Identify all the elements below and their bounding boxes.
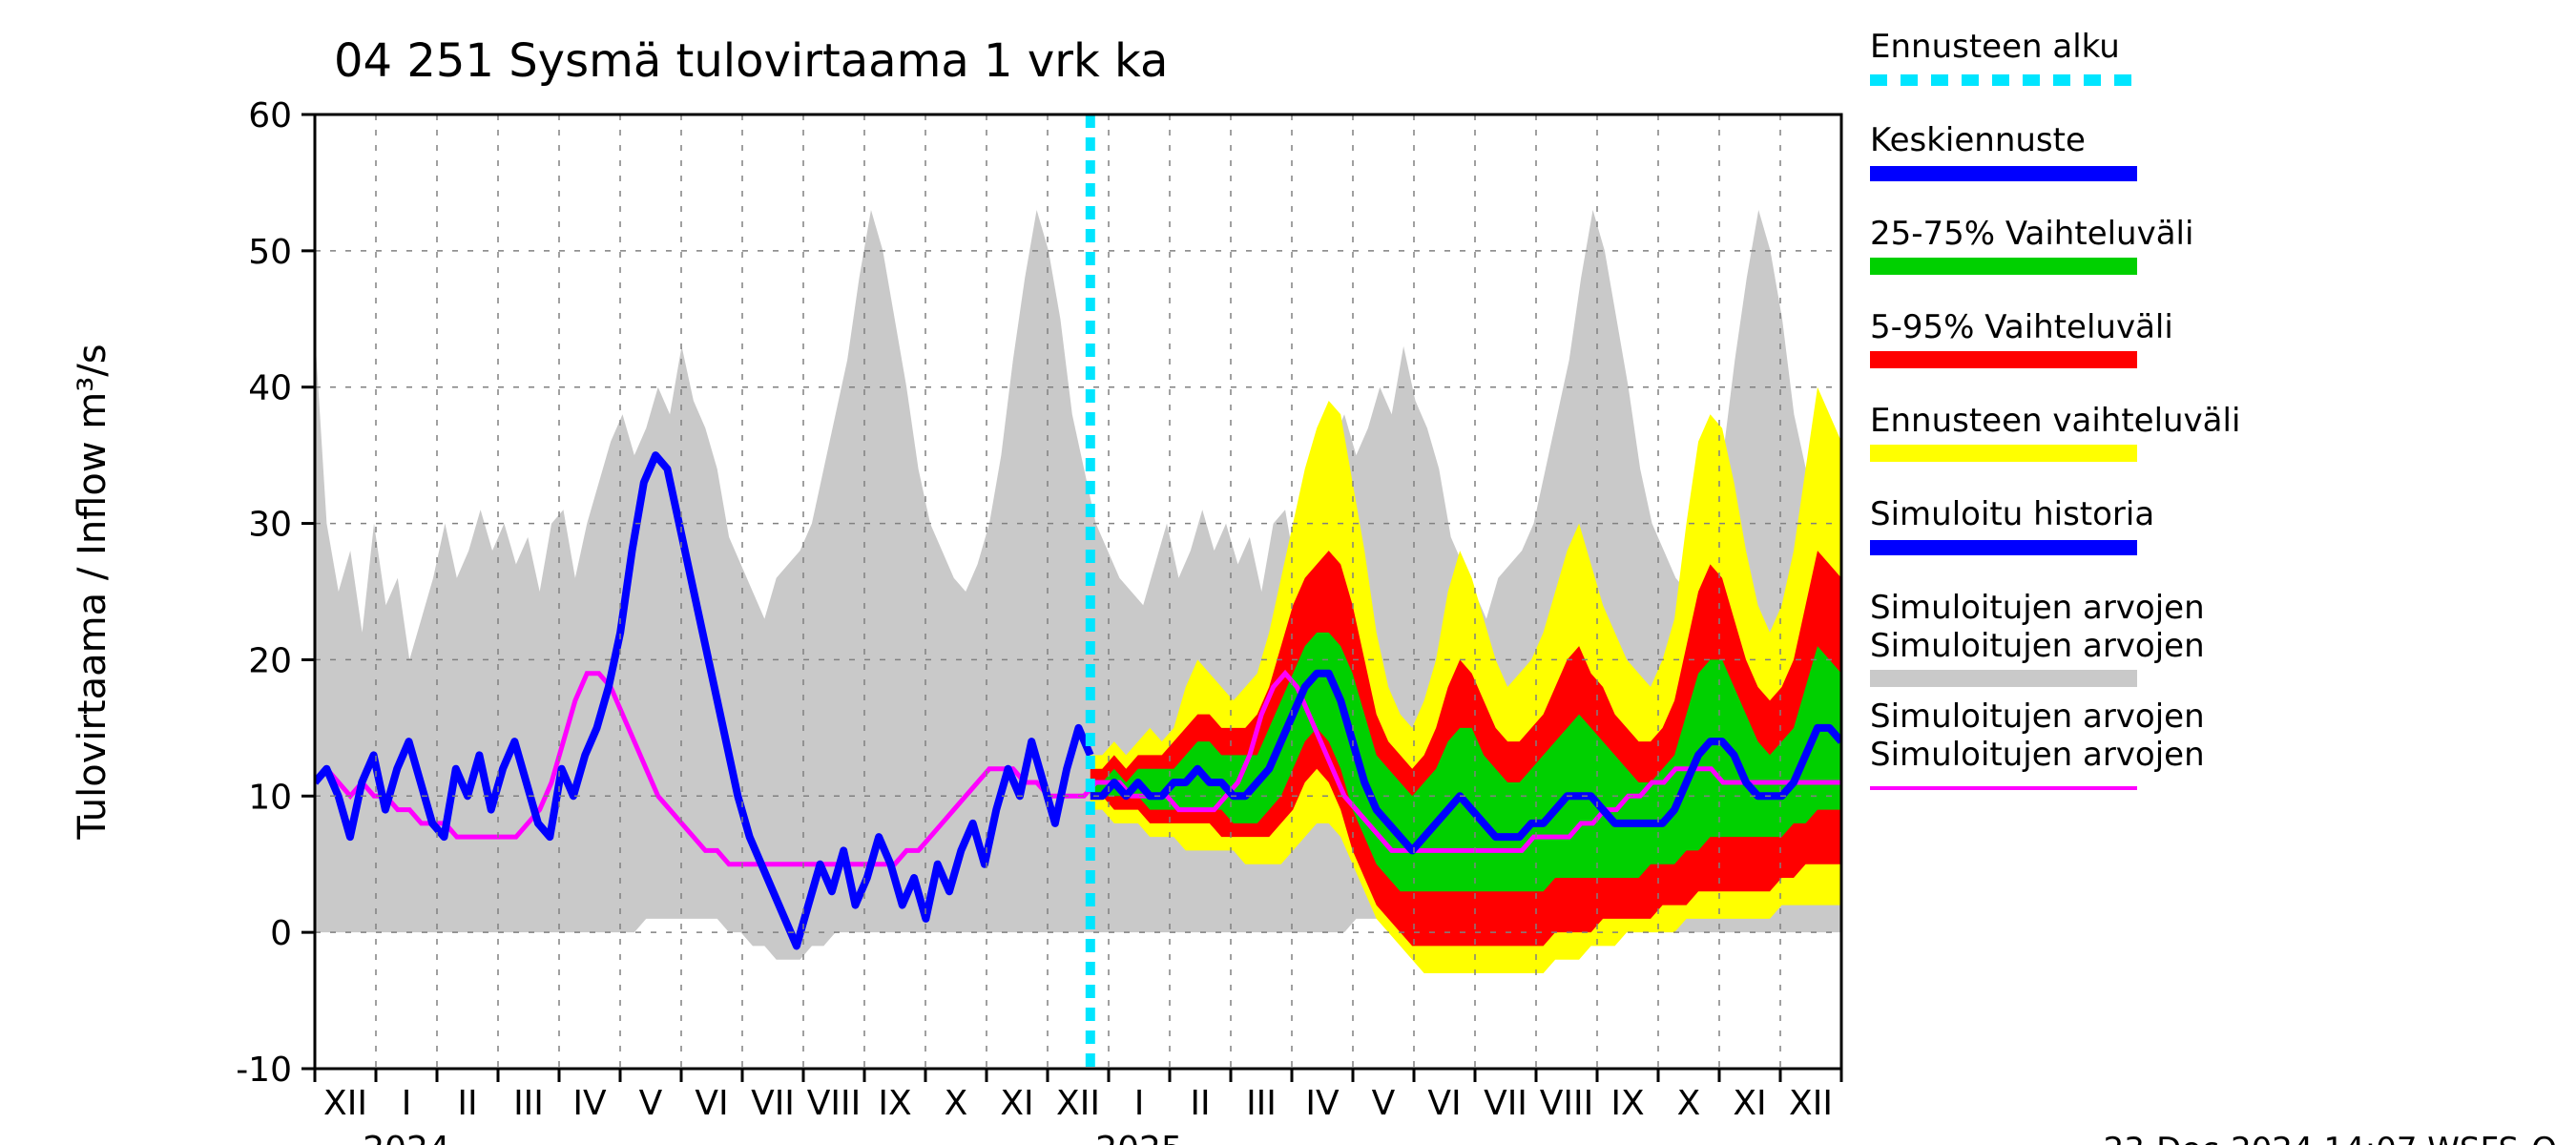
x-month-label: XII (1789, 1084, 1833, 1123)
x-month-label: VIII (807, 1084, 861, 1123)
x-month-label: I (1134, 1084, 1145, 1123)
y-tick-label: -10 (236, 1051, 292, 1090)
y-tick-label: 30 (248, 506, 292, 545)
legend-label: Simuloitujen arvojen (1870, 627, 2205, 665)
x-year-label: 2025 (1095, 1130, 1183, 1145)
x-month-label: VI (1427, 1084, 1461, 1123)
legend-label: Simuloitu historia (1870, 495, 2154, 533)
legend-label: 25-75% Vaihteluväli (1870, 215, 2193, 253)
legend-label: 5-95% Vaihteluväli (1870, 308, 2173, 346)
x-month-label: X (945, 1084, 968, 1123)
x-month-label: XI (1733, 1084, 1766, 1123)
x-month-label: III (513, 1084, 544, 1123)
x-month-label: II (457, 1084, 477, 1123)
x-month-label: VII (751, 1084, 795, 1123)
legend-label: Simuloitujen arvojen (1870, 697, 2205, 736)
y-tick-label: 10 (248, 778, 292, 817)
y-tick-label: 60 (248, 96, 292, 135)
legend-label: Ennusteen vaihteluväli (1870, 402, 2240, 440)
x-month-label: IV (572, 1084, 607, 1123)
x-month-label: III (1246, 1084, 1277, 1123)
x-month-label: IX (1610, 1084, 1644, 1123)
chart-container: -10 0 10 20 30 40 50 60 Tulovirtaama / Inflow m³… (0, 0, 2576, 1145)
legend-swatch (1870, 670, 2137, 687)
y-tick-label: 50 (248, 233, 292, 272)
x-month-label: IV (1305, 1084, 1340, 1123)
legend-label: Ennusteen alku (1870, 28, 2120, 66)
legend-label: Keskiennuste (1870, 121, 2086, 159)
legend-swatch (1870, 351, 2137, 368)
x-month-label: VII (1484, 1084, 1527, 1123)
x-month-label: X (1677, 1084, 1701, 1123)
x-month-label: VIII (1540, 1084, 1593, 1123)
x-month-label: IX (878, 1084, 911, 1123)
x-month-label: II (1190, 1084, 1210, 1123)
legend-swatch (1870, 445, 2137, 462)
legend-swatch (1870, 166, 2137, 181)
legend-swatch (1870, 540, 2137, 555)
x-month-label: XII (1056, 1084, 1100, 1123)
y-tick-label: 40 (248, 369, 292, 408)
x-month-label: XII (323, 1084, 367, 1123)
x-month-label: I (402, 1084, 412, 1123)
legend-swatch (1870, 258, 2137, 275)
x-year-label: 2024 (363, 1130, 450, 1145)
x-month-label: VI (695, 1084, 728, 1123)
y-axis-label: Tulovirtaama / Inflow m³/s (71, 344, 114, 840)
y-tick-label: 0 (270, 914, 292, 953)
x-month-label: V (639, 1084, 663, 1123)
legend-label: Simuloitujen arvojen (1870, 736, 2205, 774)
y-tick-label: 20 (248, 641, 292, 680)
chart-title: 04 251 Sysmä tulovirtaama 1 vrk ka (334, 34, 1168, 88)
footer-timestamp: 23-Dec-2024 14:07 WSFS-O (2104, 1131, 2557, 1145)
x-month-label: XI (1000, 1084, 1033, 1123)
chart-svg: -10 0 10 20 30 40 50 60 Tulovirtaama / Inflow m³… (0, 0, 2576, 1145)
x-month-label: V (1372, 1084, 1396, 1123)
legend-label: Simuloitujen arvojen (1870, 589, 2205, 627)
